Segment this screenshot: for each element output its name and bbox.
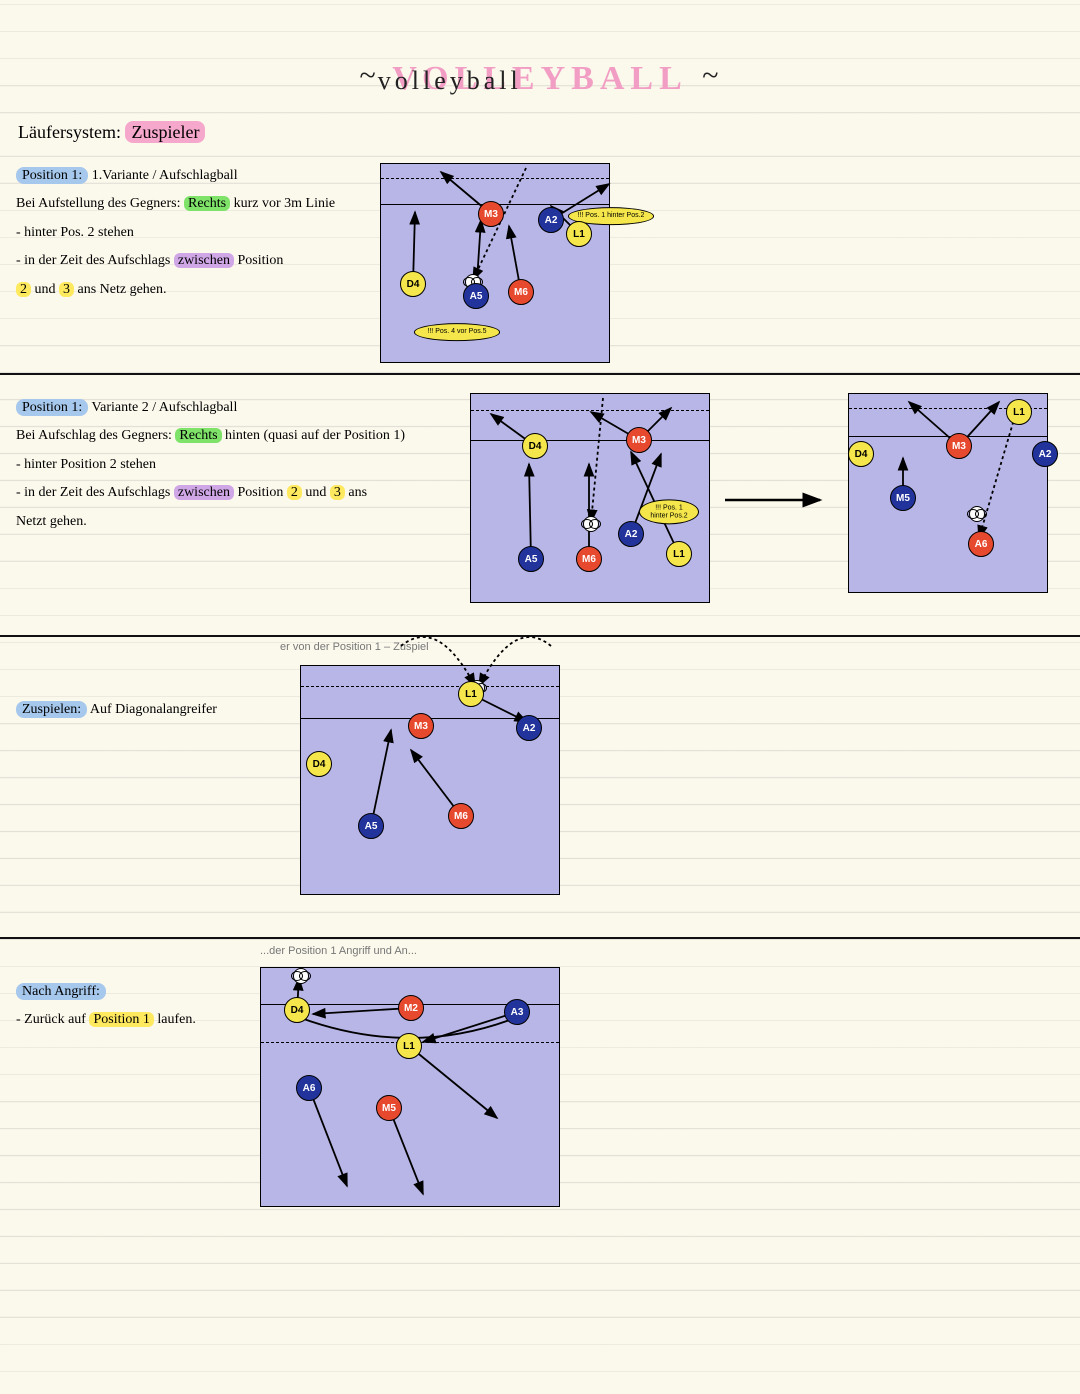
player-a2: A2 (538, 207, 564, 233)
sec1-l3b: zwischen (174, 253, 234, 268)
divider-2 (0, 635, 1080, 637)
sec2-court-a: !!! Pos. 1 hinter Pos.2 D4 M3 A2 L1 A5 M6 (470, 393, 710, 603)
player-a2: A2 (516, 715, 542, 741)
sec2-l4: Netzt gehen. (16, 511, 456, 533)
sec2-l1a: Bei Aufschlag des Gegners: (16, 428, 172, 443)
player-d4: D4 (400, 271, 426, 297)
player-a6: A6 (296, 1075, 322, 1101)
sec2-l1c: hinten (quasi auf der Position 1) (225, 428, 405, 443)
sec1-l4c: 3 (59, 282, 74, 297)
player-m5: M5 (376, 1095, 402, 1121)
divider-1 (0, 373, 1080, 375)
player-a2: A2 (618, 521, 644, 547)
callout: !!! Pos. 4 vor Pos.5 (414, 323, 500, 341)
player-m6: M6 (576, 546, 602, 572)
sec1-l1c: kurz vor 3m Linie (234, 196, 335, 211)
player-m6: M6 (448, 803, 474, 829)
sec1-l2: - hinter Pos. 2 stehen (16, 222, 376, 244)
sec4-court: D4 M2 A3 L1 A6 M5 (260, 967, 560, 1207)
main-heading: Läufersystem: Zuspieler (6, 118, 1080, 147)
volleyball-icon (293, 968, 309, 984)
callout: !!! Pos. 1 hinter Pos.2 (639, 499, 699, 524)
sec2-pos-desc: Variante 2 / Aufschlagball (92, 400, 238, 415)
player-l1: L1 (666, 541, 692, 567)
sec2-court-b: L1D4M3A2M5A6 (848, 393, 1048, 593)
player-d4: D4 (522, 433, 548, 459)
sec3-label: Zuspielen: (16, 701, 87, 718)
sec2-pos-label: Position 1: (16, 399, 88, 416)
sec1-l4b: und (35, 282, 56, 297)
sec2-l3g: ans (348, 485, 367, 500)
sec1-l3a: - in der Zeit des Aufschlags (16, 253, 170, 268)
player-a6: A6 (968, 531, 994, 557)
sec2-l3e: und (305, 485, 326, 500)
player-a5: A5 (463, 283, 489, 309)
player-m2: M2 (398, 995, 424, 1021)
sec1-l3c: Position (237, 253, 283, 268)
player-l1: L1 (1006, 399, 1032, 425)
sec1-text: Position 1: 1.Variante / Aufschlagball B… (16, 165, 376, 301)
player-l1: L1 (396, 1033, 422, 1059)
sec1-pos-desc: 1.Variante / Aufschlagball (92, 168, 238, 183)
sec3-text: Zuspielen: Auf Diagonalangreifer (16, 653, 286, 721)
sec1-l4d: ans Netz gehen. (78, 282, 167, 297)
player-a2: A2 (1032, 441, 1058, 467)
title-script: volleyball (378, 66, 522, 96)
player-m3: M3 (408, 713, 434, 739)
sec1-l1b: Rechts (184, 196, 230, 211)
player-l1: L1 (566, 221, 592, 247)
section-2: Position 1: Variante 2 / Aufschlagball B… (0, 385, 1080, 625)
volleyball-icon (583, 516, 599, 532)
sec2-link-arrow (720, 485, 830, 515)
divider-3 (0, 937, 1080, 939)
sec2-l3f: 3 (330, 485, 345, 500)
sec2-l3b: zwischen (174, 485, 234, 500)
sec4-l1c: laufen. (157, 1012, 195, 1027)
sec1-pos-label: Position 1: (16, 167, 88, 184)
player-d4: D4 (848, 441, 874, 467)
sec2-text: Position 1: Variante 2 / Aufschlagball B… (16, 397, 456, 533)
sec4-label: Nach Angriff: (16, 983, 106, 1000)
sec3-desc: Auf Diagonalangreifer (90, 702, 217, 717)
player-a5: A5 (358, 813, 384, 839)
sec4-l1a: - Zurück auf (16, 1012, 86, 1027)
page-title: ~ VOLLEYBALL volleyball ~ (0, 60, 1080, 98)
sec2-l3a: - in der Zeit des Aufschlags (16, 485, 170, 500)
sec4-text: Nach Angriff: - Zurück auf Position 1 la… (16, 955, 266, 1032)
heading-label: Läufersystem: (18, 122, 121, 142)
heading-tag: Zuspieler (125, 121, 205, 143)
player-m5: M5 (890, 485, 916, 511)
player-d4: D4 (284, 997, 310, 1023)
player-m3: M3 (478, 201, 504, 227)
sec2-l1b: Rechts (175, 428, 221, 443)
sec1-l1a: Bei Aufstellung des Gegners: (16, 196, 180, 211)
sec2-l3d: 2 (287, 485, 302, 500)
player-a5: A5 (518, 546, 544, 572)
player-m3: M3 (626, 427, 652, 453)
section-4: ...der Position 1 Angriff und An... Nach… (0, 949, 1080, 1239)
player-m3: M3 (946, 433, 972, 459)
player-m6: M6 (508, 279, 534, 305)
sec4-l1b: Position 1 (89, 1012, 153, 1027)
player-d4: D4 (306, 751, 332, 777)
sec1-court: !!! Pos. 1 hinter Pos.2!!! Pos. 4 vor Po… (380, 163, 610, 363)
sec4-clip: ...der Position 1 Angriff und An... (260, 945, 417, 957)
player-l1: L1 (458, 681, 484, 707)
player-a3: A3 (504, 999, 530, 1025)
sec2-l2: - hinter Position 2 stehen (16, 454, 456, 476)
section-3: er von der Position 1 – Zuspiel Zuspiele… (0, 647, 1080, 927)
sec2-l3c: Position (237, 485, 283, 500)
sec3-clip: er von der Position 1 – Zuspiel (280, 641, 429, 653)
sec1-l4a: 2 (16, 282, 31, 297)
sec3-court: L1 M3 A2 D4 A5 M6 (300, 665, 560, 895)
volleyball-icon (969, 506, 985, 522)
section-1: Position 1: 1.Variante / Aufschlagball B… (0, 153, 1080, 363)
